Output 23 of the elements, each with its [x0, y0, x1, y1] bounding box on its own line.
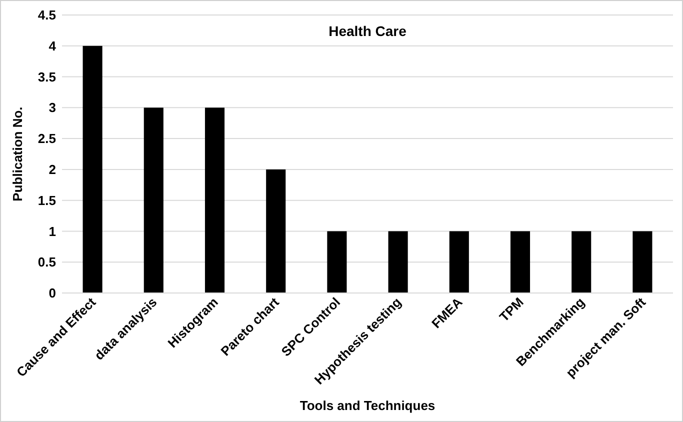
x-axis-title: Tools and Techniques — [300, 398, 436, 413]
bar — [388, 231, 408, 293]
bar — [144, 108, 164, 293]
y-tick-label: 3 — [48, 100, 56, 116]
text: Health Care — [328, 23, 407, 39]
y-tick-label: 3.5 — [38, 69, 56, 84]
y-tick-label: 4 — [48, 38, 57, 54]
y-tick-label: 2 — [48, 162, 56, 177]
y-tick-label: 4.5 — [38, 8, 56, 23]
bar — [632, 231, 652, 293]
bar — [327, 231, 347, 293]
bar — [266, 169, 286, 293]
bar — [204, 108, 225, 293]
bar — [449, 231, 469, 293]
bar — [510, 231, 530, 293]
y-tick-label: 1 — [48, 224, 56, 239]
y-tick-label: 2.5 — [38, 131, 56, 146]
y-tick-label: 0 — [48, 286, 56, 301]
y-axis-title: Publication No. — [10, 106, 25, 202]
bar — [82, 46, 102, 293]
y-tick-label: 0.5 — [38, 254, 56, 270]
y-tick-label: 1.5 — [38, 192, 56, 208]
bar — [572, 231, 592, 293]
